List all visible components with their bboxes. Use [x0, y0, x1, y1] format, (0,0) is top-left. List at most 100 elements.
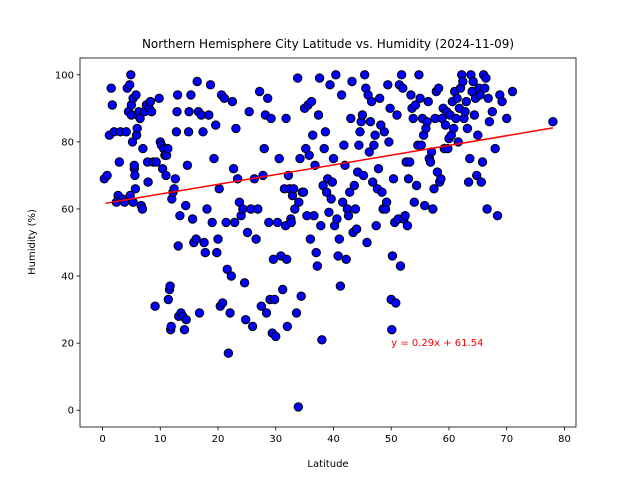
x-axis: 0 10 20 30 40 50 60 70 80 [99, 427, 571, 445]
data-point [230, 217, 240, 228]
data-point [409, 197, 419, 207]
data-point [355, 127, 365, 137]
data-point [325, 80, 335, 90]
data-point [204, 110, 214, 120]
data-point [272, 217, 283, 228]
data-point [199, 237, 209, 248]
data-point [398, 83, 408, 93]
data-point [414, 70, 424, 80]
data-point [472, 170, 482, 181]
data-point [458, 76, 468, 87]
data-point [311, 247, 321, 258]
data-point [345, 187, 355, 197]
data-point [130, 184, 141, 194]
data-point [173, 241, 183, 251]
data-point [305, 234, 316, 244]
data-point [422, 117, 432, 127]
data-point [274, 153, 284, 164]
data-point [313, 110, 324, 120]
data-point [360, 70, 370, 80]
data-point [362, 237, 372, 248]
data-point [391, 298, 401, 308]
data-point [392, 110, 402, 120]
y-tick-label: 60 [61, 204, 74, 215]
data-point [181, 200, 191, 211]
data-point [282, 254, 292, 264]
data-point [242, 227, 253, 238]
data-point [358, 170, 369, 181]
data-point [282, 321, 292, 332]
data-point [461, 96, 471, 107]
data-point [333, 251, 343, 261]
data-point [192, 76, 202, 87]
data-point [247, 321, 258, 332]
data-point [187, 214, 198, 224]
data-point [125, 80, 135, 90]
data-point [222, 264, 232, 274]
data-point [354, 140, 364, 150]
data-point [448, 123, 459, 134]
data-point [319, 143, 329, 154]
data-point [194, 308, 205, 318]
data-point [487, 107, 497, 117]
data-point [406, 90, 416, 100]
data-point [481, 73, 491, 83]
data-point [191, 234, 201, 244]
data-point [170, 174, 181, 184]
data-point [138, 143, 148, 154]
data-point [320, 127, 331, 137]
y-tick-label: 80 [61, 137, 74, 148]
x-tick-label: 70 [500, 434, 513, 445]
data-point [135, 113, 145, 124]
data-point [492, 211, 503, 221]
x-tick-label: 0 [99, 434, 105, 445]
data-point [293, 402, 303, 412]
data-point [312, 261, 322, 271]
data-point [388, 174, 399, 184]
data-point [212, 247, 222, 258]
data-point [349, 180, 359, 191]
data-point [132, 123, 142, 134]
data-point [346, 113, 356, 124]
data-point [304, 150, 314, 161]
data-point [121, 127, 131, 137]
data-point [296, 291, 306, 301]
data-point [452, 93, 462, 104]
data-point [324, 207, 334, 218]
data-point [482, 204, 492, 214]
data-point [480, 83, 490, 93]
data-point [384, 137, 394, 147]
y-axis: 0 20 40 60 80 100 [55, 70, 80, 417]
data-point [387, 325, 397, 335]
data-point [403, 174, 414, 184]
data-point [465, 153, 475, 164]
data-point [295, 153, 305, 164]
data-point [221, 217, 231, 228]
data-point [327, 177, 337, 187]
data-point [379, 127, 389, 137]
data-point [254, 86, 265, 97]
data-point [150, 301, 160, 311]
data-point [502, 113, 512, 124]
data-point [106, 83, 116, 93]
y-tick-label: 20 [61, 339, 74, 350]
data-point [130, 170, 140, 181]
data-point [351, 224, 362, 234]
data-point [436, 174, 446, 184]
data-point [281, 113, 291, 124]
data-point [428, 204, 438, 214]
data-point [268, 254, 279, 264]
data-point [214, 184, 224, 194]
data-point [411, 180, 422, 191]
data-point [114, 157, 125, 167]
data-point [182, 160, 193, 171]
data-point [420, 200, 430, 211]
data-point [154, 93, 164, 104]
data-point [217, 298, 228, 308]
data-point [126, 70, 136, 80]
data-point [366, 96, 377, 107]
plot-area [79, 57, 577, 428]
regression-equation: y = 0.29x + 61.54 [391, 338, 483, 349]
